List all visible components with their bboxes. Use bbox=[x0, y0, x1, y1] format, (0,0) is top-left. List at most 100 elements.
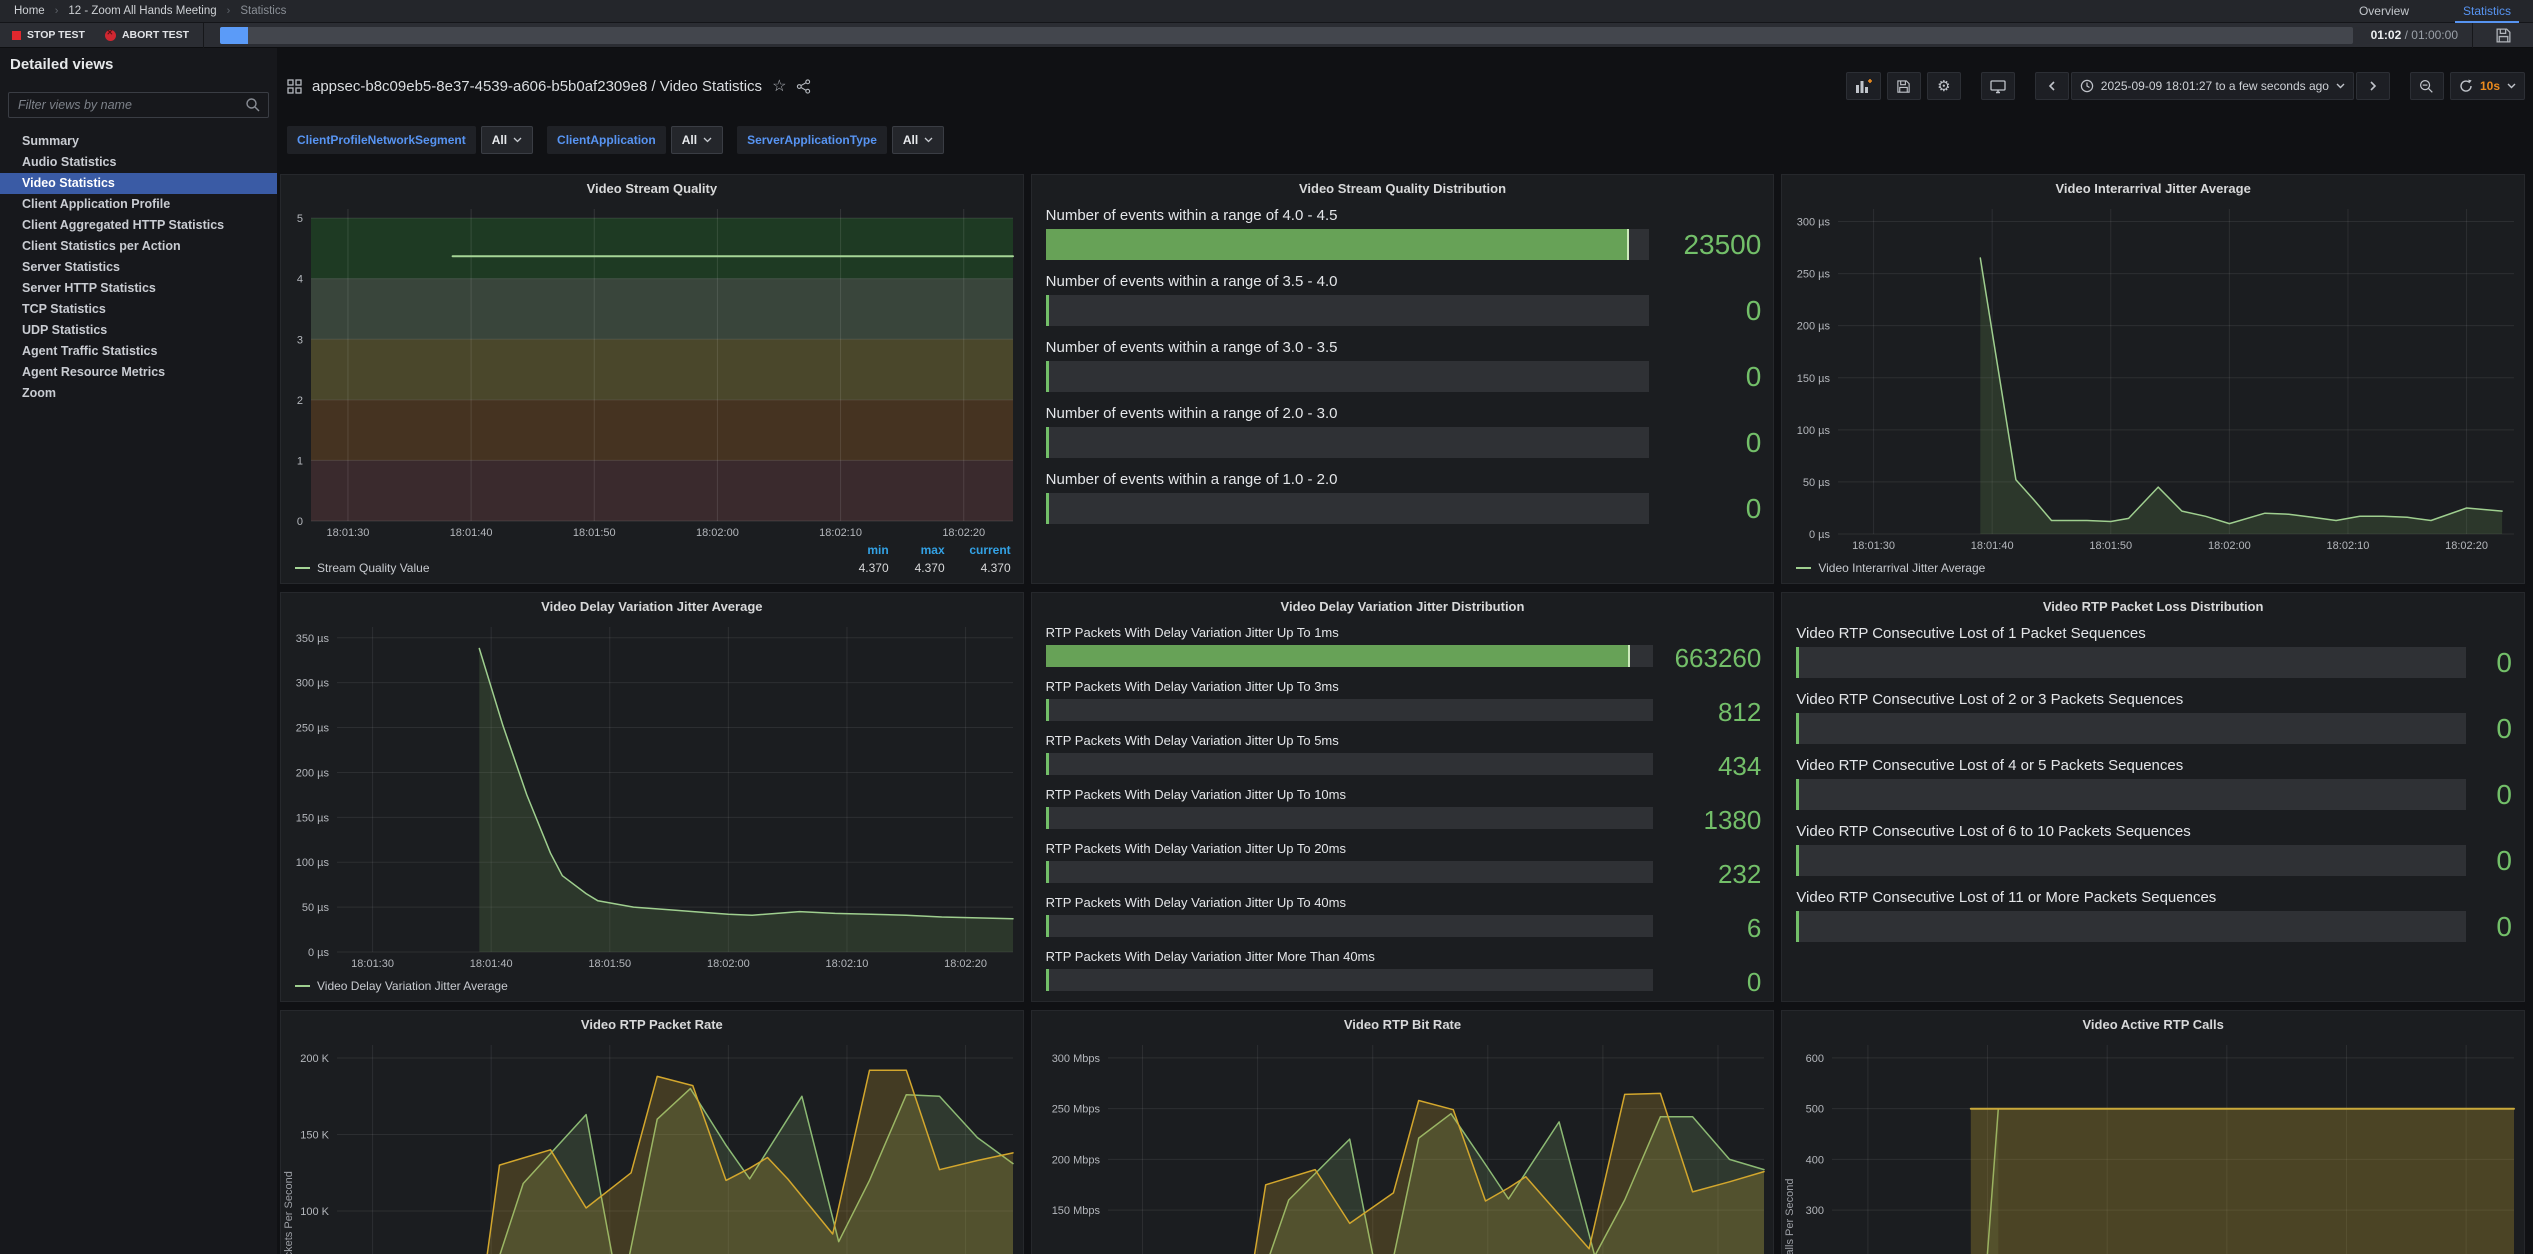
gauge-bar bbox=[1796, 647, 2466, 678]
gauge-row: Video RTP Consecutive Lost of 1 Packet S… bbox=[1796, 625, 2512, 678]
gauge-row: Video RTP Consecutive Lost of 2 or 3 Pac… bbox=[1796, 691, 2512, 744]
panel-plot-area[interactable]: 100 K150 K200 K18:01:3018:01:4018:01:501… bbox=[281, 1037, 1023, 1254]
legend-series-toggle[interactable]: Stream Quality Value bbox=[295, 561, 833, 575]
svg-text:18:02:10: 18:02:10 bbox=[819, 527, 862, 539]
gauge-fill bbox=[1046, 295, 1049, 326]
breadcrumb-home[interactable]: Home bbox=[14, 5, 45, 17]
monitor-icon bbox=[1990, 79, 2006, 94]
tab-statistics[interactable]: Statistics bbox=[2459, 0, 2515, 23]
threshold-band bbox=[311, 460, 1013, 521]
panel-plot-area[interactable]: 0 µs50 µs100 µs150 µs200 µs250 µs300 µs1… bbox=[1782, 201, 2524, 556]
sidebar-item-server-statistics[interactable]: Server Statistics bbox=[0, 257, 277, 278]
zoom-out-button[interactable] bbox=[2410, 72, 2444, 100]
variable-selected-value: All bbox=[903, 133, 918, 147]
variable-value-dropdown[interactable]: All bbox=[892, 126, 944, 154]
gauge-label: Video RTP Consecutive Lost of 1 Packet S… bbox=[1796, 625, 2512, 642]
panel-plot-area[interactable]: 30040050060018:01:3018:01:4018:01:5018:0… bbox=[1782, 1037, 2524, 1254]
panel-video-rtp-packet-loss-distribution: Video RTP Packet Loss Distribution Video … bbox=[1781, 592, 2525, 1002]
variable-value-dropdown[interactable]: All bbox=[671, 126, 723, 154]
legend-series-label: Video Interarrival Jitter Average bbox=[1818, 561, 1985, 575]
legend-stat-header[interactable]: current bbox=[945, 543, 1011, 557]
sidebar-item-agent-resource-metrics[interactable]: Agent Resource Metrics bbox=[0, 362, 277, 383]
sidebar-item-client-statistics-per-action[interactable]: Client Statistics per Action bbox=[0, 236, 277, 257]
panel-title[interactable]: Video RTP Bit Rate bbox=[1032, 1011, 1774, 1037]
panel-plot-area[interactable]: 150 Mbps200 Mbps250 Mbps300 Mbps18:01:30… bbox=[1032, 1037, 1774, 1254]
legend-stat-header[interactable]: min bbox=[833, 543, 889, 557]
sidebar-item-udp-statistics[interactable]: UDP Statistics bbox=[0, 320, 277, 341]
settings-button[interactable]: ⚙ bbox=[1927, 72, 1961, 100]
svg-text:18:01:50: 18:01:50 bbox=[588, 958, 631, 970]
legend-series-toggle[interactable]: Video Interarrival Jitter Average bbox=[1796, 561, 1985, 575]
gauge-value: 1380 bbox=[1653, 807, 1761, 833]
kiosk-mode-button[interactable] bbox=[1981, 72, 2015, 100]
panel-title[interactable]: Video Stream Quality Distribution bbox=[1032, 175, 1774, 201]
refresh-button[interactable]: 10s bbox=[2450, 72, 2525, 100]
svg-text:18:01:40: 18:01:40 bbox=[450, 527, 493, 539]
time-range-forward-button[interactable] bbox=[2356, 72, 2390, 100]
stop-test-button[interactable]: STOP TEST bbox=[12, 29, 85, 41]
sidebar-item-video-statistics[interactable]: Video Statistics bbox=[0, 173, 277, 194]
timeseries-chart: 0 µs50 µs100 µs150 µs200 µs250 µs300 µs3… bbox=[281, 619, 1023, 974]
save-dashboard-button[interactable] bbox=[1887, 72, 1921, 100]
floppy-icon bbox=[2495, 27, 2512, 44]
series-line bbox=[1248, 1114, 1764, 1254]
sidebar-item-agent-traffic-statistics[interactable]: Agent Traffic Statistics bbox=[0, 341, 277, 362]
time-range-picker[interactable]: 2025-09-09 18:01:27 to a few seconds ago bbox=[2071, 72, 2354, 100]
panel-title[interactable]: Video Interarrival Jitter Average bbox=[1782, 175, 2524, 201]
abort-test-button[interactable]: ABORT TEST bbox=[105, 29, 189, 41]
panel-title[interactable]: Video Delay Variation Jitter Average bbox=[281, 593, 1023, 619]
panel-title[interactable]: Video Stream Quality bbox=[281, 175, 1023, 201]
refresh-interval-label[interactable]: 10s bbox=[2480, 79, 2500, 93]
panel-plot-area[interactable]: 0 µs50 µs100 µs150 µs200 µs250 µs300 µs3… bbox=[281, 619, 1023, 974]
tab-overview[interactable]: Overview bbox=[2355, 0, 2413, 23]
variable-value-dropdown[interactable]: All bbox=[481, 126, 533, 154]
sidebar-item-audio-statistics[interactable]: Audio Statistics bbox=[0, 152, 277, 173]
variable-name-clientprofilenetworksegment[interactable]: ClientProfileNetworkSegment bbox=[287, 126, 476, 154]
variable-selected-value: All bbox=[682, 133, 697, 147]
legend-stat-header[interactable]: max bbox=[889, 543, 945, 557]
filter-views-input[interactable] bbox=[8, 92, 269, 118]
svg-text:1: 1 bbox=[297, 455, 303, 467]
svg-text:5: 5 bbox=[297, 213, 303, 225]
panel-title[interactable]: Video RTP Packet Loss Distribution bbox=[1782, 593, 2524, 619]
sidebar-item-tcp-statistics[interactable]: TCP Statistics bbox=[0, 299, 277, 320]
sidebar-item-zoom[interactable]: Zoom bbox=[0, 383, 277, 404]
dashboard-main: appsec-b8c09eb5-8e37-4539-a606-b5b0af230… bbox=[277, 48, 2533, 1254]
variable-name-clientapplication[interactable]: ClientApplication bbox=[547, 126, 666, 154]
panel-plot-area[interactable]: 01234518:01:3018:01:4018:01:5018:02:0018… bbox=[281, 201, 1023, 543]
floppy-icon bbox=[1896, 79, 1911, 94]
gauge-label: RTP Packets With Delay Variation Jitter … bbox=[1046, 679, 1762, 694]
gauge-bar bbox=[1796, 911, 2466, 942]
time-range-back-button[interactable] bbox=[2035, 72, 2069, 100]
variable-clientprofilenetworksegment: ClientProfileNetworkSegmentAll bbox=[287, 126, 533, 154]
refresh-icon bbox=[2459, 79, 2473, 93]
sidebar-item-client-application-profile[interactable]: Client Application Profile bbox=[0, 194, 277, 215]
top-bar: Home › 12 - Zoom All Hands Meeting › Sta… bbox=[0, 0, 2533, 23]
svg-text:350 µs: 350 µs bbox=[296, 633, 330, 645]
timer-separator: / bbox=[2401, 28, 2411, 42]
svg-text:300 µs: 300 µs bbox=[1797, 217, 1831, 229]
sidebar-item-server-http-statistics[interactable]: Server HTTP Statistics bbox=[0, 278, 277, 299]
share-icon[interactable] bbox=[796, 79, 811, 94]
series-area bbox=[1252, 1093, 1764, 1254]
save-report-button[interactable] bbox=[2473, 27, 2533, 44]
gauge-bar bbox=[1046, 427, 1650, 458]
gauge-value: 0 bbox=[2466, 715, 2512, 743]
svg-text:0: 0 bbox=[297, 516, 303, 528]
legend-series-toggle[interactable]: Video Delay Variation Jitter Average bbox=[295, 979, 508, 993]
chevron-right-icon: › bbox=[55, 5, 59, 17]
panel-title[interactable]: Video Active RTP Calls bbox=[1782, 1011, 2524, 1037]
dashboard-grid-icon[interactable] bbox=[287, 79, 302, 94]
panel-title[interactable]: Video RTP Packet Rate bbox=[281, 1011, 1023, 1037]
variable-name-serverapplicationtype[interactable]: ServerApplicationType bbox=[737, 126, 887, 154]
panel-title[interactable]: Video Delay Variation Jitter Distributio… bbox=[1032, 593, 1774, 619]
gauge-row: Number of events within a range of 4.0 -… bbox=[1046, 207, 1762, 260]
favorite-star-icon[interactable]: ☆ bbox=[772, 76, 786, 96]
sidebar-item-summary[interactable]: Summary bbox=[0, 131, 277, 152]
sidebar-item-client-aggregated-http-statistics[interactable]: Client Aggregated HTTP Statistics bbox=[0, 215, 277, 236]
gauge-fill bbox=[1046, 807, 1049, 829]
add-panel-button[interactable] bbox=[1846, 72, 1881, 100]
gauge-marker bbox=[1628, 645, 1630, 667]
breadcrumb-test-name[interactable]: 12 - Zoom All Hands Meeting bbox=[68, 5, 216, 17]
progress-track bbox=[220, 27, 2353, 44]
